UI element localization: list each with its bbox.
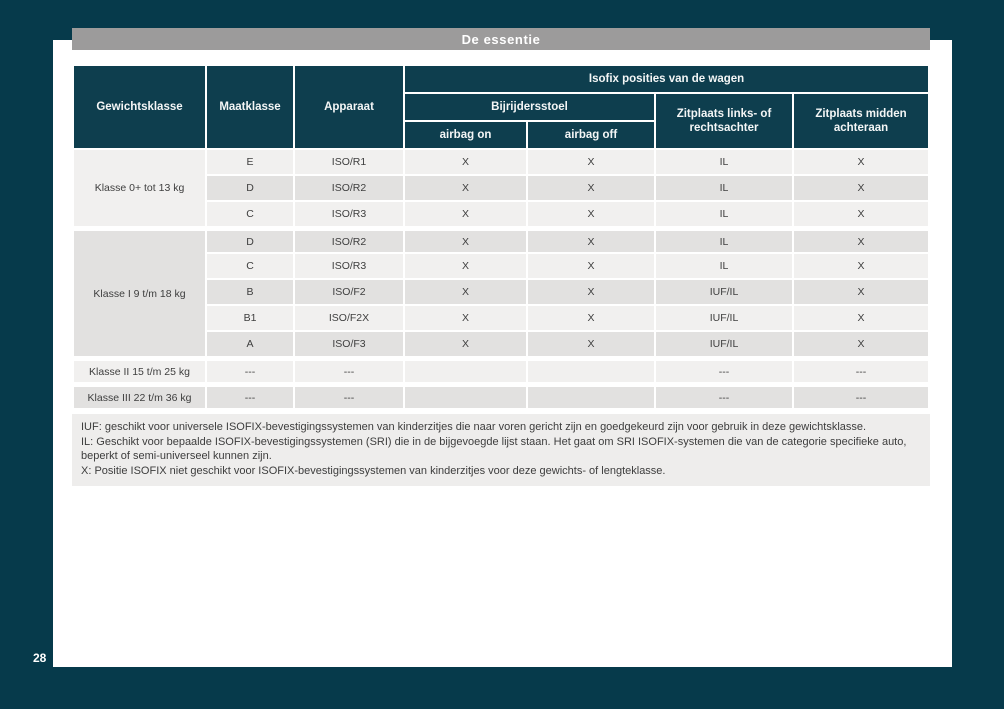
cell-zitplaats-links: IUF/IL — [656, 306, 792, 330]
group-label-klasse-3: Klasse III 22 t/m 36 kg — [74, 384, 205, 408]
cell-airbag-on: X — [405, 306, 526, 330]
legend-notes: IUF: geschikt voor universele ISOFIX-bev… — [72, 414, 930, 487]
cell-zitplaats-links: IL — [656, 176, 792, 200]
cell-zitplaats-midden: X — [794, 150, 929, 174]
group-label-klasse-0plus: Klasse 0+ tot 13 kg — [74, 150, 205, 226]
cell-zitplaats-midden: --- — [794, 384, 929, 408]
cell-airbag-off: X — [528, 306, 654, 330]
cell-maatklasse: A — [207, 332, 293, 356]
cell-zitplaats-links: IL — [656, 254, 792, 278]
table-row: D ISO/R2 X X IL X — [74, 176, 929, 200]
cell-apparaat: ISO/R2 — [295, 228, 403, 252]
col-header-isofix-posities: Isofix posities van de wagen — [405, 66, 929, 92]
cell-zitplaats-midden: X — [794, 228, 929, 252]
cell-airbag-off: X — [528, 332, 654, 356]
cell-zitplaats-links: --- — [656, 384, 792, 408]
cell-airbag-off: X — [528, 150, 654, 174]
cell-airbag-on — [405, 384, 526, 408]
table-row: Klasse I 9 t/m 18 kg D ISO/R2 X X IL X — [74, 228, 929, 356]
table-row: Klasse II 15 t/m 25 kg --- --- --- --- — [74, 358, 929, 382]
cell-maatklasse: C — [207, 202, 293, 226]
section-title-bar: De essentie — [72, 28, 930, 50]
cell-airbag-on: X — [405, 150, 526, 174]
page-number: 28 — [33, 651, 47, 665]
cell-maatklasse: D — [207, 228, 293, 252]
cell-airbag-off: X — [528, 280, 654, 304]
note-il: IL: Geschikt voor bepaalde ISOFIX-bevest… — [81, 435, 907, 463]
cell-zitplaats-links: IUF/IL — [656, 280, 792, 304]
cell-maatklasse: --- — [207, 358, 293, 382]
cell-airbag-off — [528, 384, 654, 408]
cell-airbag-on: X — [405, 202, 526, 226]
cell-apparaat: ISO/F2X — [295, 306, 403, 330]
col-header-zitplaats-links: Zitplaats links- of rechtsachter — [656, 94, 792, 148]
cell-apparaat: ISO/R2 — [295, 176, 403, 200]
col-header-apparaat: Apparaat — [295, 66, 403, 148]
table-row: B ISO/F2 X X IUF/IL X — [74, 280, 929, 304]
cell-apparaat: ISO/R3 — [295, 202, 403, 226]
cell-airbag-on: X — [405, 228, 526, 252]
note-iuf: IUF: geschikt voor universele ISOFIX-bev… — [81, 421, 867, 433]
group-label-klasse-1: Klasse I 9 t/m 18 kg — [74, 228, 205, 356]
cell-maatklasse: B1 — [207, 306, 293, 330]
cell-zitplaats-links: IUF/IL — [656, 332, 792, 356]
cell-airbag-on: X — [405, 280, 526, 304]
table-row: B1 ISO/F2X X X IUF/IL X — [74, 306, 929, 330]
cell-apparaat: ISO/F3 — [295, 332, 403, 356]
cell-maatklasse: C — [207, 254, 293, 278]
cell-airbag-off: X — [528, 254, 654, 278]
section-title: De essentie — [461, 31, 541, 47]
cell-zitplaats-links: IL — [656, 150, 792, 174]
cell-airbag-on — [405, 358, 526, 382]
cell-zitplaats-links: --- — [656, 358, 792, 382]
cell-apparaat: --- — [295, 358, 403, 382]
cell-airbag-on: X — [405, 254, 526, 278]
cell-airbag-on: X — [405, 332, 526, 356]
cell-airbag-off: X — [528, 228, 654, 252]
cell-apparaat: --- — [295, 384, 403, 408]
cell-maatklasse: B — [207, 280, 293, 304]
cell-zitplaats-midden: X — [794, 254, 929, 278]
cell-zitplaats-links: IL — [656, 228, 792, 252]
cell-zitplaats-midden: X — [794, 280, 929, 304]
col-header-zitplaats-midden: Zitplaats midden achteraan — [794, 94, 929, 148]
cell-zitplaats-midden: X — [794, 332, 929, 356]
cell-zitplaats-midden: --- — [794, 358, 929, 382]
table-row: Klasse III 22 t/m 36 kg --- --- --- --- — [74, 384, 929, 408]
cell-zitplaats-links: IL — [656, 202, 792, 226]
cell-apparaat: ISO/R3 — [295, 254, 403, 278]
page-content: Gewichtsklasse Maatklasse Apparaat Isofi… — [72, 64, 931, 487]
table-row: C ISO/R3 X X IL X — [74, 254, 929, 278]
col-header-airbag-off: airbag off — [528, 122, 654, 148]
group-label-klasse-2: Klasse II 15 t/m 25 kg — [74, 358, 205, 382]
cell-zitplaats-midden: X — [794, 176, 929, 200]
cell-zitplaats-midden: X — [794, 306, 929, 330]
cell-apparaat: ISO/R1 — [295, 150, 403, 174]
table-row: Klasse 0+ tot 13 kg E ISO/R1 X X IL X — [74, 150, 929, 226]
cell-airbag-off: X — [528, 176, 654, 200]
cell-apparaat: ISO/F2 — [295, 280, 403, 304]
cell-airbag-on: X — [405, 176, 526, 200]
cell-maatklasse: E — [207, 150, 293, 174]
col-header-maatklasse: Maatklasse — [207, 66, 293, 148]
cell-maatklasse: D — [207, 176, 293, 200]
col-header-airbag-on: airbag on — [405, 122, 526, 148]
col-header-gewichtsklasse: Gewichtsklasse — [74, 66, 205, 148]
table-row: C ISO/R3 X X IL X — [74, 202, 929, 226]
note-x: X: Positie ISOFIX niet geschikt voor ISO… — [81, 464, 666, 477]
table-row: A ISO/F3 X X IUF/IL X — [74, 332, 929, 356]
col-header-bijrijdersstoel: Bijrijdersstoel — [405, 94, 654, 120]
cell-airbag-off — [528, 358, 654, 382]
cell-maatklasse: --- — [207, 384, 293, 408]
cell-zitplaats-midden: X — [794, 202, 929, 226]
cell-airbag-off: X — [528, 202, 654, 226]
isofix-positions-table: Gewichtsklasse Maatklasse Apparaat Isofi… — [72, 64, 931, 410]
